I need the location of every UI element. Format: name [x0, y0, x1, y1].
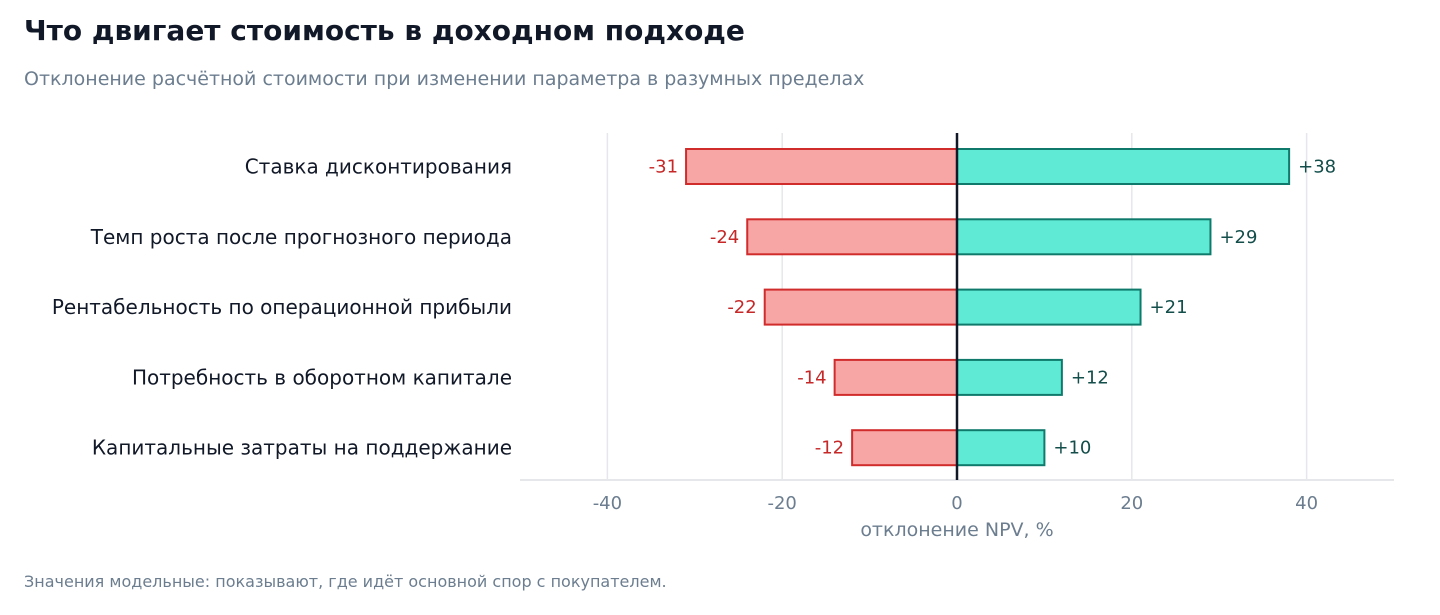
data-label-positive: +29	[1219, 227, 1257, 248]
category-label: Капитальные затраты на поддержание	[92, 436, 512, 460]
x-tick-label: -20	[767, 493, 796, 514]
bar-negative	[685, 148, 958, 185]
data-label-negative: -24	[710, 227, 739, 248]
chart-subtitle: Отклонение расчётной стоимости при измен…	[24, 68, 865, 90]
data-label-negative: -31	[649, 157, 678, 178]
data-label-negative: -22	[727, 297, 756, 318]
category-label: Рентабельность по операционной прибыли	[52, 295, 512, 319]
x-tick-label: 20	[1120, 493, 1143, 514]
x-tick-label: 0	[951, 493, 962, 514]
category-label: Темп роста после прогнозного периода	[90, 225, 512, 249]
data-label-positive: +38	[1298, 157, 1336, 178]
data-label-positive: +10	[1053, 438, 1091, 459]
chart-footnote: Значения модельные: показывают, где идёт…	[24, 572, 667, 591]
data-label-positive: +12	[1071, 367, 1109, 388]
x-axis-title: отклонение NPV, %	[860, 519, 1053, 541]
bar-negative	[763, 288, 958, 326]
bar-positive	[956, 148, 1291, 185]
bar-positive	[956, 288, 1142, 326]
x-tick-label: 40	[1295, 493, 1318, 514]
x-tick-label: -40	[593, 493, 622, 514]
bar-positive	[956, 218, 1212, 256]
bar-positive	[956, 358, 1063, 396]
data-label-negative: -12	[815, 438, 844, 459]
chart-title: Что двигает стоимость в доходном подходе	[24, 14, 745, 47]
category-label: Потребность в оборотном капитале	[132, 365, 512, 389]
data-label-negative: -14	[797, 367, 826, 388]
bar-negative	[833, 358, 959, 396]
bar-positive	[956, 429, 1046, 467]
category-label: Ставка дисконтирования	[245, 155, 512, 179]
bar-negative	[746, 218, 958, 256]
data-label-positive: +21	[1150, 297, 1188, 318]
bar-negative	[851, 429, 958, 467]
